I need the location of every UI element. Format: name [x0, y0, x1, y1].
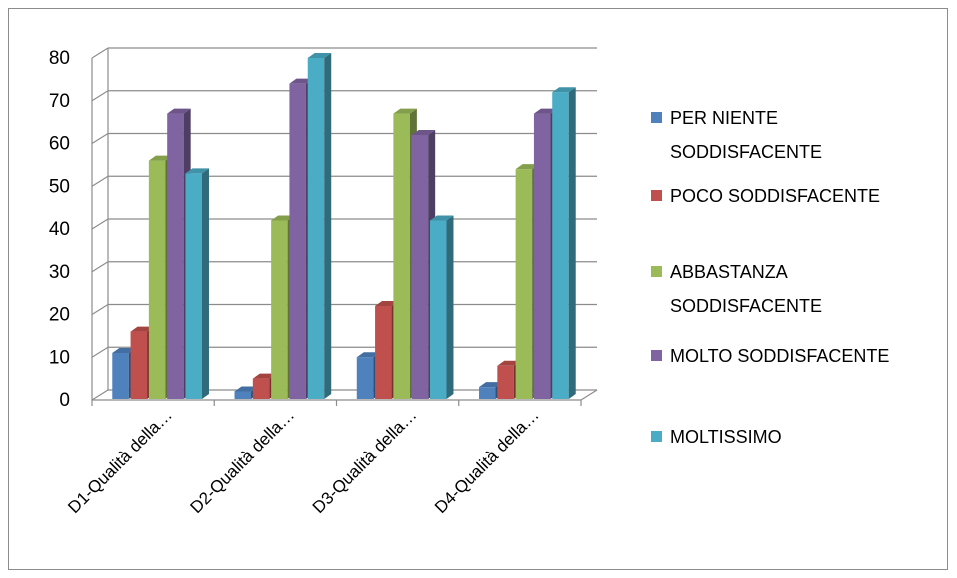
bar-top — [479, 382, 503, 388]
bar-top — [185, 168, 209, 174]
bar-side — [201, 168, 209, 399]
x-tick-label: D3-Qualità della… — [309, 405, 421, 517]
x-tick-label: D2-Qualità della… — [187, 405, 299, 517]
legend-swatch — [651, 112, 662, 123]
bar-top — [533, 108, 558, 114]
bar-front — [411, 134, 429, 399]
bar-front — [533, 113, 551, 399]
bar-top — [393, 108, 417, 114]
bar-front — [393, 113, 410, 399]
gridline-side — [91, 346, 109, 358]
legend-item: PER NIENTE SODDISFACENTE — [651, 108, 822, 162]
bar-top — [552, 87, 576, 93]
legend-swatch — [651, 190, 662, 201]
bar-front — [130, 331, 148, 399]
bar-front — [185, 173, 202, 399]
legend-item: MOLTISSIMO — [651, 427, 782, 447]
legend: PER NIENTE SODDISFACENTE POCO SODDISFACENT… — [651, 108, 889, 447]
bar-top — [112, 347, 136, 353]
y-tick-label: 80 — [49, 48, 70, 69]
bar-front — [552, 92, 569, 399]
legend-item: MOLTO SODDISFACENTE — [651, 346, 889, 366]
bar-top — [252, 373, 277, 379]
y-tick-label: 20 — [49, 305, 70, 326]
bar-front — [479, 387, 496, 399]
bar — [307, 53, 332, 399]
gridline-side — [91, 218, 109, 230]
bar-top — [497, 360, 521, 366]
gridline-side — [91, 389, 109, 401]
bar-front — [112, 352, 129, 399]
bar-top — [234, 386, 259, 392]
bar-top — [429, 215, 454, 221]
gridline-side — [91, 261, 109, 273]
bar-top — [167, 108, 191, 114]
legend-item: POCO SODDISFACENTE — [651, 186, 880, 206]
floor-edge — [580, 389, 598, 401]
bars — [112, 53, 576, 400]
bar-front — [375, 305, 392, 399]
bar — [552, 87, 576, 399]
bar-top — [307, 53, 332, 58]
y-tick-label: 50 — [49, 176, 70, 197]
bar-top — [515, 164, 540, 170]
bar-front — [307, 58, 325, 399]
bar-front — [148, 160, 166, 399]
bar-side — [446, 215, 454, 399]
legend-swatch — [651, 350, 662, 361]
gridline-side — [91, 90, 109, 102]
legend-label: SODDISFACENTE — [670, 296, 822, 316]
gridline-side — [91, 175, 109, 187]
bar-front — [515, 169, 533, 399]
bar-front — [497, 365, 514, 399]
legend-label: SODDISFACENTE — [670, 142, 822, 162]
legend-label: MOLTO SODDISFACENTE — [670, 346, 889, 366]
bar-front — [252, 378, 270, 399]
x-tick-label: D1-Qualità della… — [64, 405, 176, 517]
y-tick-label: 70 — [49, 91, 70, 112]
bar-top — [411, 129, 436, 135]
y-tick-label: 30 — [49, 262, 70, 283]
legend-item: ABBASTANZA SODDISFACENTE — [651, 262, 822, 316]
y-tick-label: 40 — [49, 219, 70, 240]
bar-front — [289, 83, 306, 400]
bar-front — [167, 113, 184, 399]
y-tick-label: 10 — [49, 347, 70, 368]
bar-top — [289, 78, 313, 84]
bar-front — [429, 220, 447, 399]
x-tick-label: D4-Qualità della… — [431, 405, 543, 517]
bar-top — [375, 300, 399, 306]
bar — [185, 168, 209, 399]
bar — [429, 215, 454, 399]
bar-top — [148, 155, 173, 161]
legend-label: PER NIENTE — [670, 108, 778, 128]
gridline-side — [91, 47, 109, 59]
bar-side — [324, 53, 332, 399]
bar-top — [271, 215, 295, 221]
bar-side — [568, 87, 576, 399]
legend-label: ABBASTANZA — [670, 262, 788, 282]
bar-front — [271, 220, 288, 399]
legend-swatch — [651, 266, 662, 277]
legend-swatch — [651, 431, 662, 442]
bar-front — [234, 391, 252, 399]
legend-label: MOLTISSIMO — [670, 427, 782, 447]
bar-top — [130, 326, 155, 332]
gridline-side — [91, 303, 109, 316]
bar-top — [356, 352, 381, 358]
bar-front — [356, 357, 374, 399]
gridline-side — [91, 132, 109, 145]
legend-label: POCO SODDISFACENTE — [670, 186, 880, 206]
y-tick-label: 60 — [49, 134, 70, 155]
y-tick-label: 0 — [59, 390, 70, 411]
